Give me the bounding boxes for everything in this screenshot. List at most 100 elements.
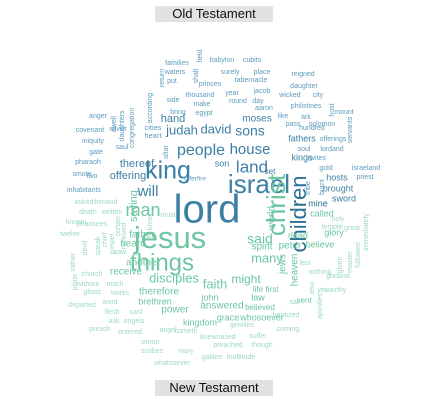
word-lord: lord — [174, 188, 241, 232]
word-pharaoh: pharaoh — [75, 159, 101, 166]
word-might: might — [231, 272, 261, 286]
word-gentiles: gentiles — [230, 322, 255, 329]
word-father: father — [129, 230, 155, 241]
word-lest: lest — [300, 260, 311, 267]
word-brethren: brethren — [138, 296, 172, 306]
word-pass: pass — [286, 121, 301, 128]
word-know: know — [147, 213, 154, 230]
word-works: works — [110, 290, 130, 297]
word-pilate: pilate — [72, 274, 79, 291]
word-first: first — [266, 285, 280, 294]
word-immediately: immediately — [363, 213, 370, 251]
word-offerfire: offerfire — [184, 176, 206, 183]
word-aaron: aaron — [255, 105, 273, 112]
word-another: another — [126, 258, 161, 269]
word-kings: kings — [291, 152, 313, 162]
word-temple: temple — [321, 224, 342, 231]
word-field: field — [197, 49, 204, 62]
word-ghost: ghost — [83, 289, 100, 296]
word-law: law — [251, 292, 265, 302]
word-heart: heart — [144, 131, 162, 140]
word-princes: princes — [199, 81, 222, 88]
word-kingdom: kingdom — [183, 317, 217, 327]
word-jesus: jesus — [133, 220, 206, 255]
word-great: great — [344, 225, 360, 232]
word-man: man — [125, 200, 160, 220]
word-given: given — [337, 257, 344, 274]
word-without: without — [76, 281, 99, 288]
word-gospel: gospel — [109, 233, 116, 254]
word-holy: holy — [332, 216, 345, 223]
word-put: put — [167, 78, 177, 85]
word-flesh: flesh — [105, 309, 120, 316]
word-soul: soul — [298, 146, 311, 153]
word-certain: certain — [115, 215, 122, 236]
word-two: two — [87, 173, 98, 180]
word-saying: saying — [128, 190, 140, 222]
word-year: year — [225, 90, 239, 97]
word-asked: asked — [75, 199, 94, 206]
word-levites: levites — [306, 155, 326, 162]
word-pharisees: pharisees — [77, 221, 108, 228]
word-land: land — [236, 157, 268, 176]
word-power: power — [161, 305, 189, 316]
word-though: though — [251, 342, 273, 349]
word-sword: sword — [332, 193, 356, 203]
word-hundred: hundred — [299, 125, 325, 132]
word-anger: anger — [89, 113, 108, 120]
word-devil: devil — [82, 240, 89, 255]
word-godand: godand — [326, 273, 349, 280]
word-egypt: egypt — [195, 110, 212, 117]
word-angels: angels — [124, 318, 145, 325]
word-world: world — [267, 206, 278, 231]
word-brought: brought — [323, 183, 354, 193]
word-rather: rather — [70, 252, 77, 271]
word-speak: speak — [95, 236, 102, 255]
word-reigned: reigned — [291, 71, 314, 78]
word-gold: gold — [319, 165, 332, 172]
word-simon: simon — [141, 339, 160, 346]
word-waters: waters — [164, 69, 186, 76]
word-day: day — [252, 98, 264, 105]
word-offering: offering — [110, 170, 147, 182]
word-believed: believed — [245, 303, 275, 312]
word-thereof: thereof — [120, 158, 155, 170]
word-make: make — [193, 101, 210, 108]
word-coming: coming — [277, 326, 300, 333]
word-entered: entered — [118, 329, 142, 336]
word-hand: hand — [161, 113, 185, 125]
word-priest: priest — [356, 174, 373, 181]
word-also: also — [309, 281, 316, 294]
word-hosts: hosts — [326, 172, 348, 182]
word-offerings: offerings — [320, 136, 347, 143]
word-solomon: solomon — [309, 121, 336, 128]
word-cast: cast — [130, 309, 143, 316]
word-people: people — [177, 142, 225, 159]
word-thousand: thousand — [186, 92, 215, 99]
word-iniquity: iniquity — [82, 138, 104, 145]
word-twelve: twelve — [60, 231, 80, 238]
word-tribe: tribe — [305, 181, 312, 195]
word-church: church — [81, 271, 102, 278]
word-children: children — [286, 175, 311, 252]
word-must: must — [160, 212, 175, 219]
word-preached: preached — [213, 342, 242, 349]
word-faith: faith — [203, 276, 228, 291]
word-angel: angel — [159, 327, 177, 334]
word-mount: mount — [334, 109, 354, 116]
word-answered: answered — [200, 301, 243, 312]
word-ask: ask — [109, 318, 120, 325]
word-glory: glory — [324, 227, 344, 237]
word-whosoever: whosoever — [239, 312, 284, 322]
word-written: written — [101, 209, 123, 216]
word-side: side — [167, 97, 180, 104]
word-judah: judah — [165, 122, 198, 137]
new-testament-header: New Testament — [155, 380, 273, 396]
word-cometh: cometh — [175, 328, 198, 335]
word-israeland: israeland — [352, 165, 381, 172]
word-moses: moses — [242, 114, 271, 125]
word-congregation: congregation — [129, 108, 136, 149]
word-multitude: multitude — [227, 354, 256, 361]
word-believe: believe — [306, 239, 335, 249]
